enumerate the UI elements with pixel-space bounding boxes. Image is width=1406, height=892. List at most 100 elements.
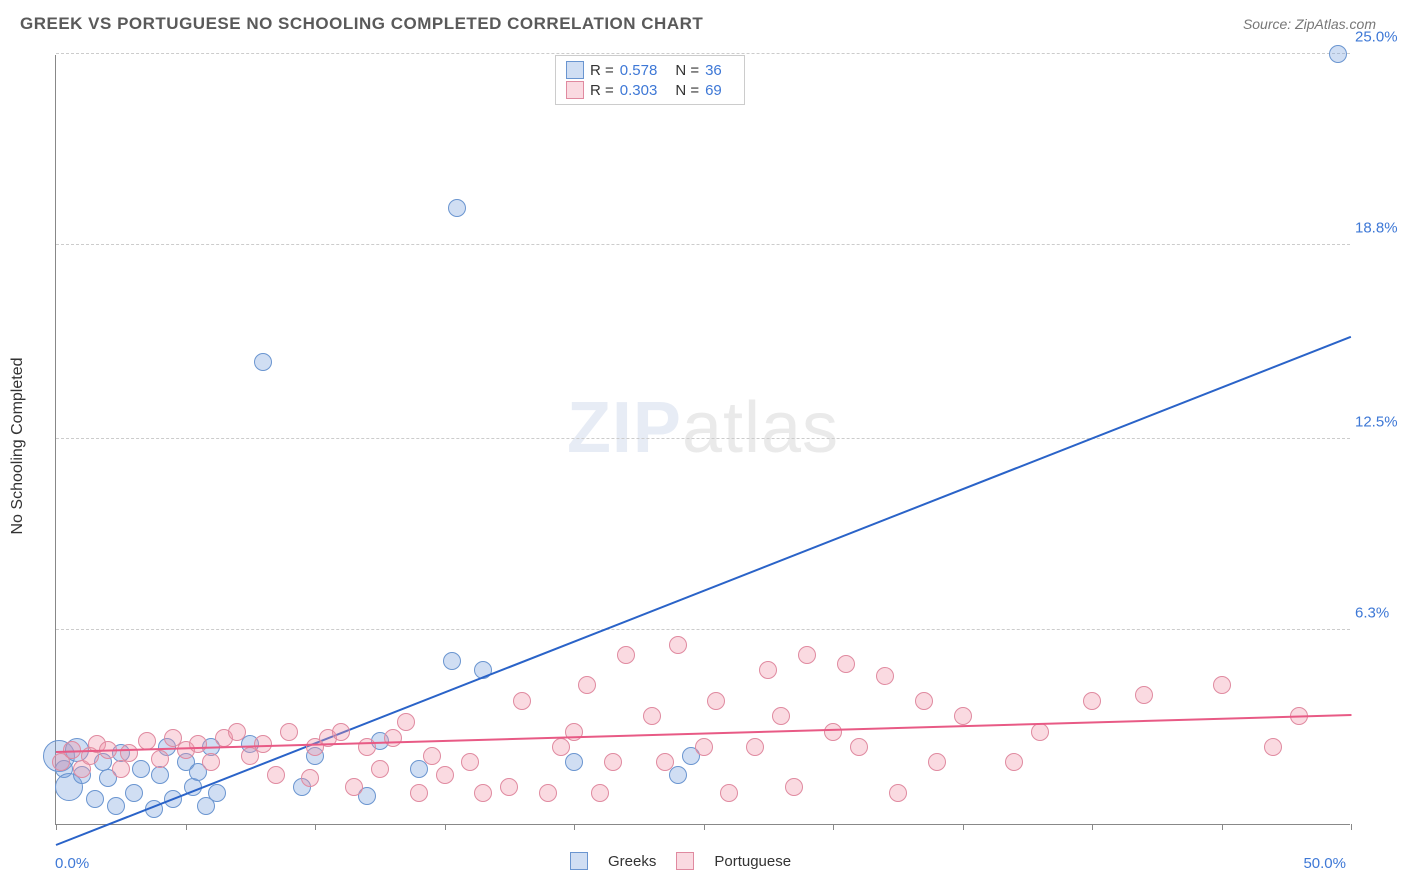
legend-r-label: R = (590, 62, 614, 79)
legend-r-label: R = (590, 82, 614, 99)
data-point (915, 692, 933, 710)
trend-line (56, 335, 1352, 845)
x-tick (445, 824, 446, 830)
data-point (151, 766, 169, 784)
data-point (759, 661, 777, 679)
data-point (656, 753, 674, 771)
data-point (617, 646, 635, 664)
data-point (954, 707, 972, 725)
swatch-greeks (566, 61, 584, 79)
data-point (474, 784, 492, 802)
data-point (423, 747, 441, 765)
chart-container: GREEK VS PORTUGUESE NO SCHOOLING COMPLET… (0, 0, 1406, 892)
data-point (591, 784, 609, 802)
data-point (267, 766, 285, 784)
x-tick (1092, 824, 1093, 830)
x-tick (574, 824, 575, 830)
data-point (280, 723, 298, 741)
legend-r-greeks: 0.578 (620, 62, 658, 79)
x-tick (315, 824, 316, 830)
data-point (539, 784, 557, 802)
data-point (132, 760, 150, 778)
data-point (371, 760, 389, 778)
x-tick (704, 824, 705, 830)
data-point (707, 692, 725, 710)
legend-n-greeks: 36 (705, 62, 722, 79)
x-tick (56, 824, 57, 830)
data-point (876, 667, 894, 685)
x-tick (833, 824, 834, 830)
data-point (720, 784, 738, 802)
legend-n-portuguese: 69 (705, 82, 722, 99)
data-point (461, 753, 479, 771)
x-max-label: 50.0% (1303, 855, 1346, 872)
data-point (397, 713, 415, 731)
legend-row-greeks: R = 0.578 N = 36 (566, 60, 734, 80)
x-min-label: 0.0% (55, 855, 89, 872)
x-tick (1351, 824, 1352, 830)
data-point (138, 732, 156, 750)
data-point (86, 790, 104, 808)
data-point (850, 738, 868, 756)
data-point (254, 353, 272, 371)
swatch-portuguese (566, 81, 584, 99)
data-point (798, 646, 816, 664)
y-axis-label: No Schooling Completed (9, 358, 27, 535)
data-point (301, 769, 319, 787)
data-point (889, 784, 907, 802)
data-point (669, 636, 687, 654)
data-point (824, 723, 842, 741)
legend-n-label: N = (675, 62, 699, 79)
data-point (1135, 686, 1153, 704)
data-point (500, 778, 518, 796)
correlation-legend: R = 0.578 N = 36 R = 0.303 N = 69 (555, 55, 745, 105)
gridline (56, 53, 1350, 54)
plot-area: 6.3%12.5%18.8%25.0% (55, 55, 1350, 825)
data-point (120, 744, 138, 762)
data-point (578, 676, 596, 694)
data-point (189, 735, 207, 753)
data-point (208, 784, 226, 802)
legend-row-portuguese: R = 0.303 N = 69 (566, 80, 734, 100)
data-point (443, 652, 461, 670)
swatch-greeks-bottom (570, 852, 588, 870)
legend-r-portuguese: 0.303 (620, 82, 658, 99)
data-point (785, 778, 803, 796)
x-tick (1222, 824, 1223, 830)
data-point (552, 738, 570, 756)
gridline (56, 438, 1350, 439)
x-tick (963, 824, 964, 830)
data-point (1213, 676, 1231, 694)
data-point (358, 738, 376, 756)
data-point (772, 707, 790, 725)
data-point (604, 753, 622, 771)
data-point (384, 729, 402, 747)
data-point (695, 738, 713, 756)
y-tick-label: 18.8% (1355, 219, 1406, 236)
data-point (345, 778, 363, 796)
y-tick-label: 12.5% (1355, 414, 1406, 431)
data-point (228, 723, 246, 741)
data-point (1083, 692, 1101, 710)
data-point (746, 738, 764, 756)
series-label-portuguese: Portuguese (714, 853, 791, 870)
data-point (565, 753, 583, 771)
series-legend: Greeks Portuguese (570, 852, 791, 870)
swatch-portuguese-bottom (676, 852, 694, 870)
data-point (410, 784, 428, 802)
data-point (202, 753, 220, 771)
data-point (112, 760, 130, 778)
y-tick-label: 6.3% (1355, 604, 1406, 621)
data-point (151, 750, 169, 768)
data-point (107, 797, 125, 815)
gridline (56, 629, 1350, 630)
data-point (448, 199, 466, 217)
data-point (1264, 738, 1282, 756)
y-tick-label: 25.0% (1355, 29, 1406, 46)
chart-title: GREEK VS PORTUGUESE NO SCHOOLING COMPLET… (20, 14, 703, 34)
x-tick (186, 824, 187, 830)
series-label-greeks: Greeks (608, 853, 656, 870)
data-point (1329, 45, 1347, 63)
data-point (436, 766, 454, 784)
data-point (928, 753, 946, 771)
